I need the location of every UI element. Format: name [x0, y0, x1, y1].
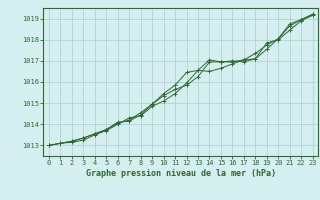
X-axis label: Graphe pression niveau de la mer (hPa): Graphe pression niveau de la mer (hPa): [86, 169, 276, 178]
